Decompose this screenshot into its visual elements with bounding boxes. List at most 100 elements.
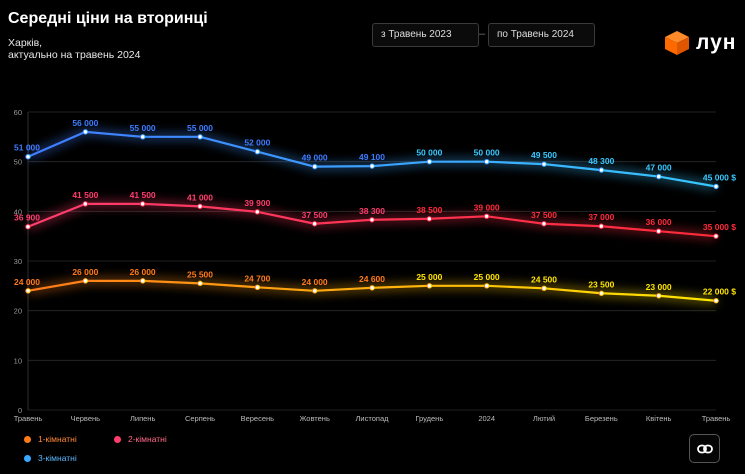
data-point[interactable] [82,201,89,207]
data-label: 22 000 $ [703,287,736,297]
data-label: 37 500 [302,210,328,220]
brand-name: лун [696,31,737,54]
data-label: 39 000 [474,202,500,212]
data-label: 49 000 [302,153,328,163]
y-tick-label: 40 [14,207,22,216]
data-point[interactable] [197,134,203,140]
data-point[interactable] [655,293,662,299]
legend-item-3[interactable]: 3-кімнатні [24,453,77,463]
data-point[interactable] [25,288,31,294]
data-label: 45 000 $ [703,173,736,183]
page-title: Середні ціни на вторинці [8,10,208,27]
data-label: 41 000 [187,192,213,202]
date-separator: – [479,28,486,40]
x-tick-label: Листопад [356,414,390,423]
data-point[interactable] [82,278,89,284]
data-point[interactable] [254,149,261,155]
y-tick-label: 50 [14,158,22,167]
data-point[interactable] [541,161,547,167]
x-tick-label: Вересень [241,414,275,423]
data-label: 24 000 [302,277,328,287]
x-tick-label: 2024 [478,414,495,423]
data-label: 37 000 [588,212,614,222]
data-point[interactable] [369,163,375,169]
data-label: 51 000 [14,143,40,153]
legend-swatch-3 [24,454,31,462]
data-point[interactable] [369,285,375,291]
date-to-select[interactable]: по Травень 2024 [488,23,595,47]
data-point[interactable] [311,221,318,227]
x-tick-label: Березень [585,414,618,423]
data-label: 23 000 [646,282,672,292]
share-link-button[interactable] [689,434,720,463]
data-label: 41 500 [130,190,156,200]
data-label: 25 500 [187,269,213,279]
data-point[interactable] [713,233,719,239]
data-point[interactable] [655,228,662,234]
page-subtitle: Харків, актуально на травень 2024 [8,37,141,61]
data-point[interactable] [713,183,719,190]
x-tick-label: Квітень [646,414,672,423]
data-point[interactable] [139,278,146,284]
x-tick-label: Травень [14,414,43,423]
data-label: 23 500 [588,279,614,289]
data-label: 50 000 [474,148,500,158]
data-point[interactable] [483,283,490,289]
data-label: 38 300 [359,206,385,216]
y-tick-label: 20 [14,307,22,316]
y-tick-label: 10 [14,356,22,365]
data-label: 25 000 [474,272,500,282]
data-label: 24 500 [531,274,557,284]
data-label: 49 500 [531,150,557,160]
data-label: 24 700 [244,273,270,283]
data-point[interactable] [713,298,719,304]
data-point[interactable] [426,283,433,289]
data-point[interactable] [139,201,146,207]
data-point[interactable] [483,158,490,165]
data-point[interactable] [25,224,31,230]
data-point[interactable] [541,221,547,227]
data-point[interactable] [139,134,146,140]
data-label: 56 000 [72,118,98,128]
data-point[interactable] [426,216,433,222]
legend-label-3: 3-кімнатні [38,453,77,463]
legend-item-1[interactable]: 1-кімнатні [24,434,77,444]
data-point[interactable] [598,290,605,296]
cube-icon [665,31,689,55]
y-tick-label: 30 [14,257,22,266]
data-point[interactable] [598,167,605,173]
data-label: 52 000 [244,138,270,148]
subtitle-city: Харків, [8,37,43,49]
data-point[interactable] [197,203,203,210]
data-point[interactable] [369,217,375,223]
data-point[interactable] [82,129,89,135]
data-label: 36 000 [646,217,672,227]
date-from-select[interactable]: з Травень 2023 [372,23,479,47]
data-label: 41 500 [72,190,98,200]
data-point[interactable] [254,284,261,291]
data-point[interactable] [311,163,318,170]
data-point[interactable] [197,280,203,287]
brand-logo[interactable]: лун [664,30,736,56]
y-tick-label: 60 [14,108,22,117]
data-point[interactable] [25,154,31,160]
y-tick-label: 0 [18,406,22,415]
data-point[interactable] [655,173,662,180]
data-point[interactable] [426,158,433,165]
data-label: 48 300 [588,156,614,166]
data-point[interactable] [254,209,261,215]
data-label: 39 900 [244,198,270,208]
data-label: 37 500 [531,210,557,220]
data-point[interactable] [541,285,547,292]
data-label: 35 000 $ [703,222,736,232]
data-label: 25 000 [416,272,442,282]
data-label: 55 000 [187,123,213,133]
data-label: 36 900 [14,213,40,223]
data-point[interactable] [311,288,318,294]
legend-item-2[interactable]: 2-кімнатні [114,434,167,444]
data-point[interactable] [598,223,605,229]
data-point[interactable] [483,213,490,220]
data-label: 55 000 [130,123,156,133]
legend-swatch-1 [24,435,31,443]
